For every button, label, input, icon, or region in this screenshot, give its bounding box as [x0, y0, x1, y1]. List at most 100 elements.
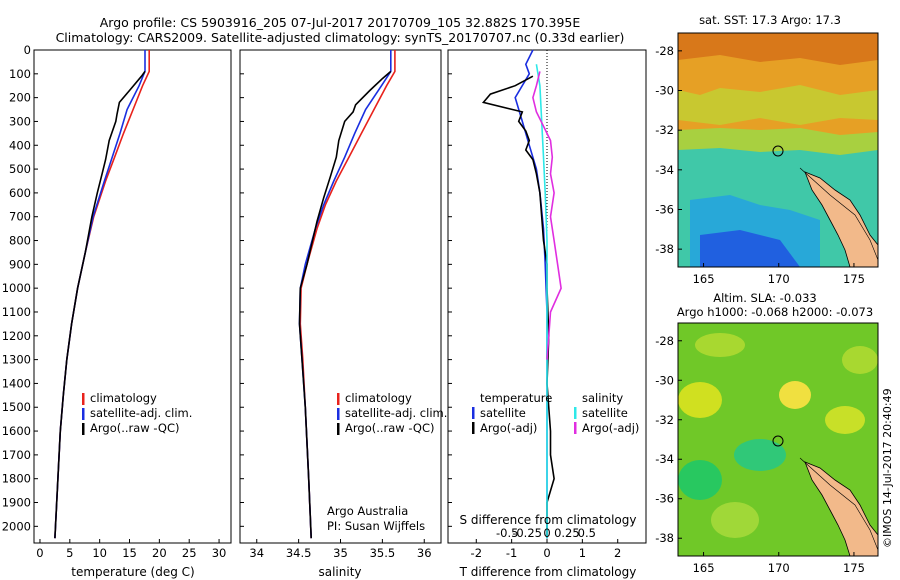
legend-swatch-argo — [337, 423, 340, 435]
x-tick-label: 2 — [614, 546, 621, 560]
y-tick-label: 500 — [9, 162, 31, 176]
temperature-legend: climatology satellite-adj. clim. Argo(..… — [82, 391, 192, 435]
credit-text: ©IMOS 14-Jul-2017 20:40:49 — [881, 388, 894, 548]
map-x-tick-label: 170 — [768, 561, 790, 575]
x-tick-label: 0 — [543, 546, 550, 560]
x-tick-label: -2 — [471, 546, 482, 560]
legend-swatch-climatology — [82, 393, 85, 405]
y-tick-label: 1100 — [2, 305, 31, 319]
x-tick-label: 5 — [66, 546, 73, 560]
legend-label-satellite: satellite-adj. clim. — [90, 406, 192, 420]
salinity-xlabel: salinity — [318, 565, 361, 579]
difference-plot: -2 -1 0 1 2 -0.5-0.25 0 0.250.5 — [448, 49, 621, 560]
map-y-tick-label: -32 — [655, 413, 674, 427]
sla-map-title-2: Argo h1000: -0.068 h2000: -0.073 — [677, 305, 873, 319]
legend-swatch-s-argo — [574, 422, 577, 434]
y-tick-label: 1400 — [2, 376, 31, 390]
salinity-legend: climatology satellite-adj. clim. Argo(..… — [337, 391, 447, 435]
map-y-tick-label: -30 — [655, 84, 674, 98]
y-tick-label: 1200 — [2, 329, 31, 343]
map-x-tick-label: 170 — [768, 272, 790, 286]
map-x-tick-label: 165 — [693, 272, 715, 286]
sla-map-axes: 165 170 175 -28 -30 -32 -34 -36 -38 — [655, 334, 865, 575]
x-tick-label: 34 — [249, 546, 264, 560]
series-line-s-satellite — [535, 64, 548, 539]
map-y-tick-label: -36 — [655, 492, 674, 506]
legend-swatch-t-satellite — [472, 407, 475, 419]
map-y-tick-label: -32 — [655, 123, 674, 137]
x-tick-label: 1 — [579, 546, 586, 560]
y-tick-label: 600 — [9, 186, 31, 200]
legend-label-s-argo: Argo(-adj) — [582, 421, 639, 435]
map-x-tick-label: 175 — [843, 272, 865, 286]
legend-label-t-satellite: satellite — [480, 406, 526, 420]
x-tick-label: 15 — [122, 546, 137, 560]
y-tick-label: 800 — [9, 234, 31, 248]
argo-location-marker — [772, 145, 784, 157]
sst-map-title: sat. SST: 17.3 Argo: 17.3 — [699, 13, 841, 27]
difference-legend: temperature satellite Argo(-adj) salinit… — [472, 391, 639, 435]
y-tick-label: 200 — [9, 91, 31, 105]
salinity-plot: 34 34.5 35 35.5 36 — [240, 49, 432, 560]
y-tick-label: 300 — [9, 114, 31, 128]
x-tick-label: 10 — [92, 546, 107, 560]
y-tick-label: 1900 — [2, 496, 31, 510]
header-line2: Climatology: CARS2009. Satellite-adjuste… — [56, 30, 625, 45]
y-tick-label: 700 — [9, 210, 31, 224]
s-tick-label: -0.25 — [512, 526, 542, 540]
map-y-tick-label: -28 — [655, 44, 674, 58]
legend-label-argo: Argo(..raw -QC) — [345, 421, 435, 435]
sla-map-title-1: Altim. SLA: -0.033 — [713, 291, 817, 305]
legend-label-t-argo: Argo(-adj) — [480, 421, 537, 435]
series-line-satellite-adj-clim- — [54, 50, 146, 539]
difference-xlabel: T difference from climatology — [459, 565, 637, 579]
y-tick-label: 1300 — [2, 353, 31, 367]
s-tick-label: 0.5 — [578, 526, 596, 540]
legend-title-salinity: salinity — [582, 391, 623, 405]
map-y-tick-label: -28 — [655, 334, 674, 348]
salinity-annotation-2: PI: Susan Wijffels — [327, 519, 425, 533]
temperature-xlabel: temperature (deg C) — [71, 565, 194, 579]
y-tick-label: 2000 — [2, 519, 31, 533]
y-tick-label: 1800 — [2, 472, 31, 486]
argo-location-marker — [772, 435, 784, 447]
series-line-argo-raw-qc- — [54, 70, 146, 539]
legend-swatch-satellite — [82, 408, 85, 420]
difference-xlabel-top: S difference from climatology — [460, 513, 637, 527]
sst-map — [677, 32, 879, 268]
legend-title-temperature: temperature — [480, 391, 552, 405]
legend-swatch-t-argo — [472, 422, 475, 434]
legend-swatch-climatology — [337, 393, 340, 405]
series-line-argo-raw-qc- — [298, 70, 392, 539]
map-y-tick-label: -38 — [655, 531, 674, 545]
series-line-s-argo-adj- — [532, 71, 562, 360]
y-tick-label: 0 — [24, 43, 31, 57]
y-tick-label: 1000 — [2, 281, 31, 295]
map-x-tick-label: 175 — [843, 561, 865, 575]
series-line-climatology — [299, 50, 396, 539]
y-tick-label: 900 — [9, 257, 31, 271]
x-tick-label: 25 — [182, 546, 197, 560]
x-tick-label: 30 — [212, 546, 227, 560]
legend-swatch-satellite — [337, 408, 340, 420]
legend-swatch-s-satellite — [574, 407, 577, 419]
s-tick-label: 0 — [543, 526, 550, 540]
map-y-tick-label: -30 — [655, 373, 674, 387]
y-tick-label: 1600 — [2, 424, 31, 438]
header-line1: Argo profile: CS 5903916_205 07-Jul-2017… — [100, 15, 581, 30]
series-line-climatology — [54, 50, 150, 539]
series-line-t-argo-adj- — [481, 75, 555, 539]
map-y-tick-label: -34 — [655, 163, 674, 177]
x-tick-label: 35.5 — [370, 546, 396, 560]
legend-label-argo: Argo(..raw -QC) — [90, 421, 180, 435]
map-x-tick-label: 165 — [693, 561, 715, 575]
legend-label-climatology: climatology — [345, 391, 412, 405]
x-tick-label: 35 — [333, 546, 348, 560]
salinity-panel — [239, 49, 442, 544]
y-tick-label: 1500 — [2, 400, 31, 414]
temperature-panel — [33, 49, 232, 544]
x-tick-label: 20 — [152, 546, 167, 560]
s-tick-label: -0.5 — [496, 526, 518, 540]
legend-label-s-satellite: satellite — [582, 406, 628, 420]
